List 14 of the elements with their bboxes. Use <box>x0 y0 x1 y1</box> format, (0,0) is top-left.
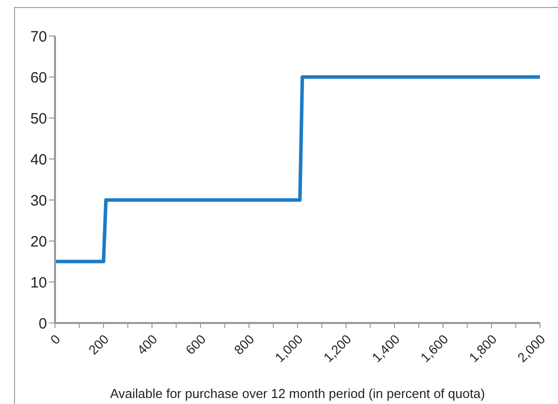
x-tick-label: 200 <box>86 332 112 358</box>
y-tick-label: 60 <box>30 69 47 86</box>
x-tick-label: 600 <box>182 332 209 358</box>
y-tick-label: 30 <box>30 192 47 210</box>
y-tick-label: 50 <box>30 110 47 128</box>
y-tick-label: 10 <box>30 274 47 292</box>
y-tick-label: 0 <box>38 315 47 332</box>
y-tick-label: 70 <box>30 28 47 46</box>
x-tick-label: 800 <box>231 332 258 358</box>
x-tick-label: 400 <box>134 332 160 358</box>
y-tick-label: 20 <box>30 233 47 250</box>
y-tick-label: 40 <box>30 151 47 168</box>
x-tick-label: 0 <box>47 332 64 348</box>
x-axis-title: Available for purchase over 12 month period (in percent of quota) <box>110 386 485 401</box>
